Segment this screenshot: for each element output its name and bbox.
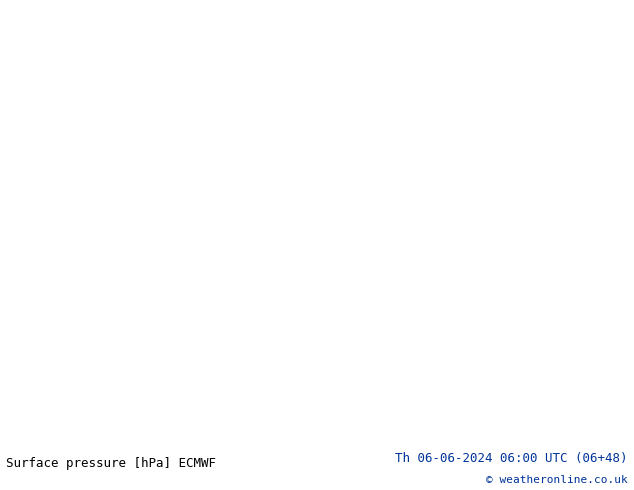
- Text: © weatheronline.co.uk: © weatheronline.co.uk: [486, 475, 628, 485]
- Text: Th 06-06-2024 06:00 UTC (06+48): Th 06-06-2024 06:00 UTC (06+48): [395, 452, 628, 465]
- Text: Surface pressure [hPa] ECMWF: Surface pressure [hPa] ECMWF: [6, 457, 216, 470]
